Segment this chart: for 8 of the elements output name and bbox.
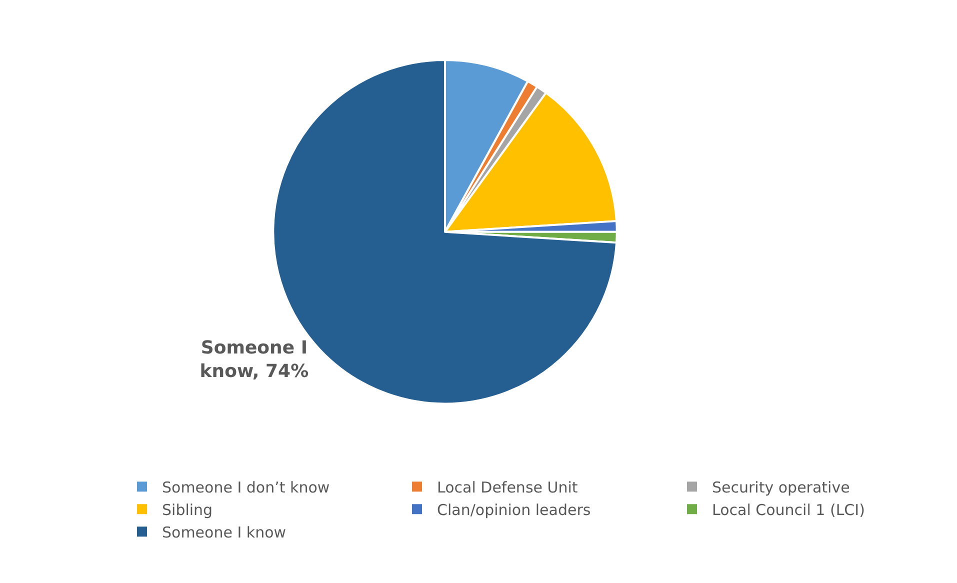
legend-label: Local Defense Unit [437,478,578,496]
data-label: Someone I know, 74% [200,338,309,382]
legend-label: Someone I know [162,524,286,542]
legend-label: Local Council 1 (LCI) [712,501,865,519]
legend-label: Someone I don’t know [162,478,330,496]
legend-label: Clan/opinion leaders [437,501,591,519]
legend-label: Security operative [712,478,850,496]
legend-label: Sibling [162,501,213,519]
